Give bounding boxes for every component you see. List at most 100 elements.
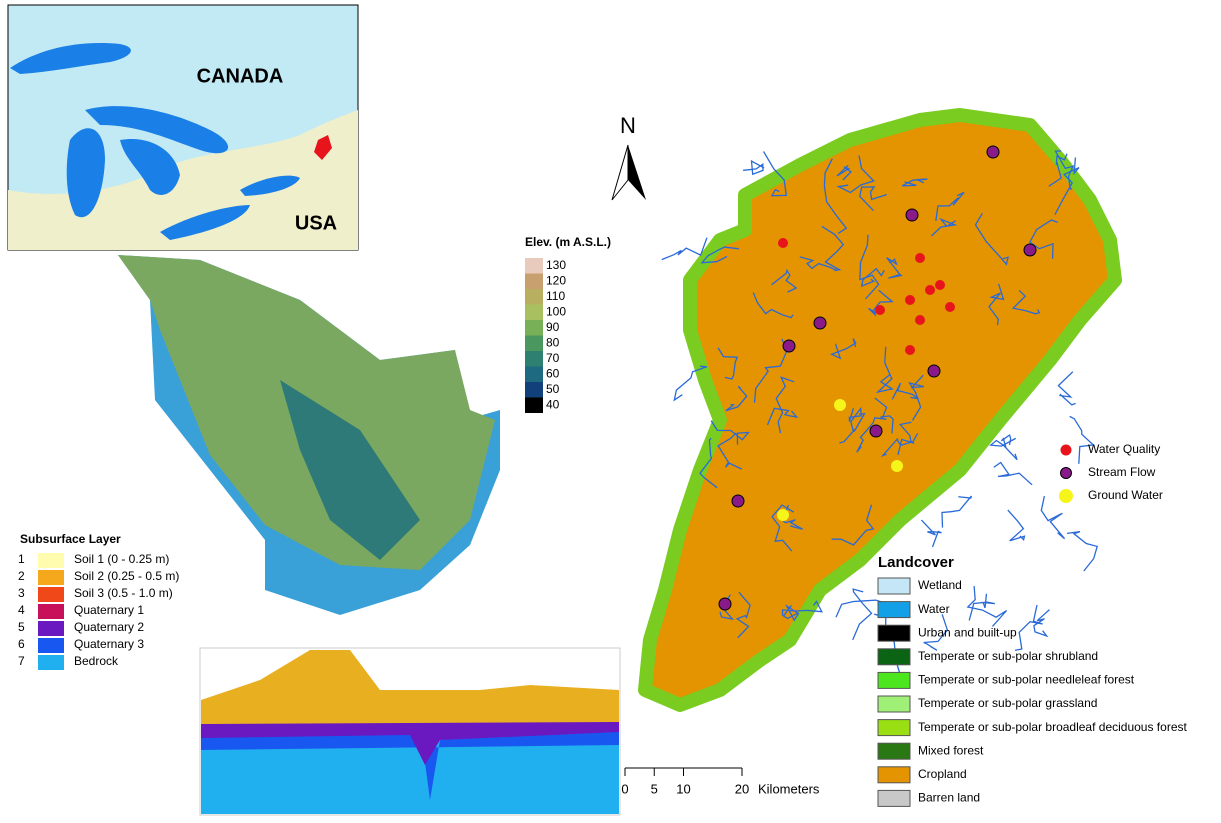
legend-marker: [1060, 444, 1072, 456]
legend-label: Temperate or sub-polar shrubland: [918, 649, 1098, 663]
legend-swatch: [38, 655, 64, 670]
soil-surface: [201, 650, 619, 724]
terrain-block: [118, 255, 500, 615]
stream: [775, 376, 795, 434]
scale-label: 5: [651, 781, 658, 796]
stream: [823, 158, 848, 234]
stream: [673, 365, 708, 402]
sites: [718, 145, 1037, 611]
stream: [782, 604, 800, 622]
scale-unit: Kilometers: [758, 781, 820, 796]
stream: [1048, 153, 1068, 187]
north-arrow: N: [611, 113, 646, 201]
land: [8, 110, 358, 250]
legend-label: 130: [546, 258, 566, 272]
stream: [901, 178, 928, 187]
legend-label: Water: [918, 602, 950, 616]
stream: [1040, 495, 1066, 540]
stream: [935, 191, 965, 222]
legend-label: Soil 1 (0 - 0.25 m): [74, 552, 169, 566]
stream: [836, 155, 875, 194]
stream: [1057, 371, 1076, 406]
lake: [120, 139, 180, 195]
legend-label: 50: [546, 382, 560, 396]
stream: [710, 420, 750, 445]
stream: [799, 256, 838, 271]
valley: [280, 380, 420, 560]
stream: [1007, 509, 1026, 542]
legend-label: Bedrock: [74, 654, 119, 668]
legend-swatch: [525, 258, 543, 274]
basin: [638, 108, 1122, 712]
scale-label: 20: [735, 781, 749, 796]
legend-index: 4: [18, 603, 25, 617]
stream: [771, 504, 795, 552]
stream: [771, 268, 798, 293]
legends: Elev. (m A.S.L.)130120110100908070605040…: [18, 235, 1187, 807]
legend-swatch: [525, 320, 543, 336]
legend-label: Water Quality: [1088, 442, 1160, 456]
stream: [874, 397, 894, 434]
stream: [920, 519, 942, 548]
stream: [880, 433, 919, 457]
stream: [848, 406, 862, 433]
stream: [941, 495, 973, 528]
legend-swatch: [877, 601, 911, 619]
legend-swatch: [877, 695, 911, 713]
legend-swatch: [877, 671, 911, 689]
stream: [860, 267, 885, 288]
stream: [974, 212, 1009, 266]
inset-map: CANADA USA: [7, 4, 359, 251]
stream: [1033, 609, 1050, 638]
legend-swatch: [877, 648, 911, 666]
legend-label: Soil 2 (0.25 - 0.5 m): [74, 569, 179, 583]
stream: [1014, 604, 1043, 651]
legend-label: Temperate or sub-polar broadleaf deciduo…: [918, 720, 1187, 734]
stream: [830, 338, 857, 360]
legend-swatch: [38, 638, 64, 653]
legend-label: Barren land: [918, 791, 980, 805]
legend-index: 5: [18, 620, 25, 634]
scale-label: 10: [676, 781, 690, 796]
country-label: CANADA: [197, 65, 284, 87]
legend-swatch: [525, 351, 543, 367]
north-label: N: [620, 113, 636, 138]
stream: [752, 292, 794, 319]
legend-label: Quaternary 2: [74, 620, 144, 634]
cross-section: [199, 647, 621, 816]
legend-title: Landcover: [878, 554, 954, 571]
stream: [908, 374, 925, 421]
stream: [993, 461, 1033, 486]
legend-swatch: [38, 621, 64, 636]
stream: [700, 246, 739, 264]
stream: [717, 347, 739, 380]
stream: [735, 591, 751, 639]
stream: [931, 217, 958, 237]
stream: [859, 234, 880, 300]
legend-label: 120: [546, 274, 566, 288]
legend-swatch: [38, 587, 64, 602]
lake: [240, 175, 300, 196]
streams: [661, 150, 1099, 674]
legend-swatch: [525, 304, 543, 320]
stream: [875, 346, 894, 394]
lake: [85, 106, 229, 154]
legend-title: Elev. (m A.S.L.): [525, 235, 611, 249]
legend-marker: [1059, 489, 1073, 503]
legend-swatch: [38, 604, 64, 619]
legend-label: 110: [546, 289, 565, 303]
stream: [1066, 530, 1099, 572]
stream: [1029, 219, 1058, 259]
legend-index: 1: [18, 552, 25, 566]
stream: [1054, 150, 1075, 190]
legend-swatch: [877, 766, 911, 784]
stream: [988, 283, 1005, 326]
stream: [989, 437, 1018, 461]
stream: [661, 237, 708, 261]
stream: [852, 588, 873, 641]
legend-index: 2: [18, 569, 25, 583]
legend-swatch: [525, 273, 543, 289]
legend-swatch: [877, 789, 911, 807]
legend-label: Urban and built-up: [918, 625, 1017, 639]
